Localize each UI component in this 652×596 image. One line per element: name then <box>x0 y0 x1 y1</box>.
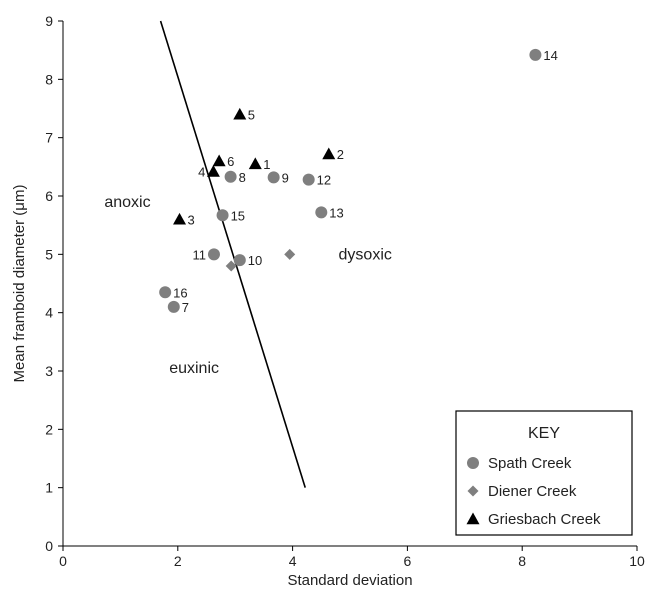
triangle-point <box>212 154 226 167</box>
point-label: 5 <box>248 107 255 122</box>
point-label: 14 <box>543 48 557 63</box>
point-label: 10 <box>248 253 262 268</box>
region-label-euxinic: euxinic <box>169 360 219 377</box>
y-axis-title: Mean framboid diameter (μm) <box>11 185 28 383</box>
y-tick-label: 0 <box>45 538 53 554</box>
point-label: 8 <box>239 170 246 185</box>
region-label-anoxic: anoxic <box>104 194 150 211</box>
y-tick-label: 8 <box>45 71 53 87</box>
x-tick-label: 2 <box>174 553 182 569</box>
y-tick-label: 2 <box>45 421 53 437</box>
legend: KEY Spath Creek Diener Creek Griesbach Cree… <box>455 410 633 536</box>
diamond-point <box>225 260 237 272</box>
legend-circle-marker <box>467 457 479 469</box>
x-tick-label: 8 <box>518 553 526 569</box>
circle-point <box>207 248 220 261</box>
y-tick-label: 9 <box>45 13 53 29</box>
y-tick-label: 4 <box>45 305 53 321</box>
circle-point <box>315 206 328 219</box>
y-tick-label: 6 <box>45 188 53 204</box>
circle-point <box>216 209 229 222</box>
y-tick-label: 3 <box>45 363 53 379</box>
point-label: 6 <box>227 154 234 169</box>
circle-point <box>233 254 246 267</box>
region-label-dysoxic: dysoxic <box>339 246 392 263</box>
triangle-point <box>322 147 336 160</box>
triangle-point <box>233 107 247 120</box>
x-tick-label: 10 <box>629 553 645 569</box>
legend-title: KEY <box>528 425 560 442</box>
boundary-line <box>159 20 306 488</box>
legend-diamond-marker <box>467 485 479 497</box>
x-axis-title: Standard deviation <box>287 572 412 589</box>
y-tick-label: 5 <box>45 246 53 262</box>
x-tick-label: 0 <box>59 553 67 569</box>
point-label: 12 <box>317 173 331 188</box>
point-label: 2 <box>337 147 344 162</box>
y-tick-label: 7 <box>45 130 53 146</box>
circle-point <box>267 171 280 184</box>
legend-entry-label: Diener Creek <box>488 483 577 500</box>
triangle-point <box>206 165 220 177</box>
circle-point <box>224 170 237 183</box>
diamond-point <box>284 248 296 260</box>
legend-triangle-marker <box>466 512 480 525</box>
x-tick-label: 6 <box>404 553 412 569</box>
region-labels: anoxic dysoxic euxinic <box>104 194 392 377</box>
triangle-point <box>248 157 262 170</box>
circle-point <box>159 286 172 299</box>
point-label: 1 <box>263 157 270 172</box>
circle-point <box>167 300 180 313</box>
legend-entry-label: Griesbach Creek <box>488 511 601 528</box>
y-tick-label: 1 <box>45 480 53 496</box>
point-label: 15 <box>231 208 245 223</box>
point-label: 11 <box>192 247 206 262</box>
point-label: 9 <box>282 170 289 185</box>
point-label: 3 <box>188 212 195 227</box>
point-label: 13 <box>329 205 343 220</box>
x-tick-label: 4 <box>289 553 297 569</box>
triangle-point <box>173 212 187 225</box>
point-label: 7 <box>182 300 189 315</box>
circle-point <box>302 173 315 186</box>
circle-point <box>529 48 542 61</box>
point-label: 4 <box>198 165 205 180</box>
legend-entry-label: Spath Creek <box>488 455 572 472</box>
boundary-line-group <box>159 20 306 488</box>
point-label: 16 <box>173 285 187 300</box>
legend-box <box>455 410 633 536</box>
